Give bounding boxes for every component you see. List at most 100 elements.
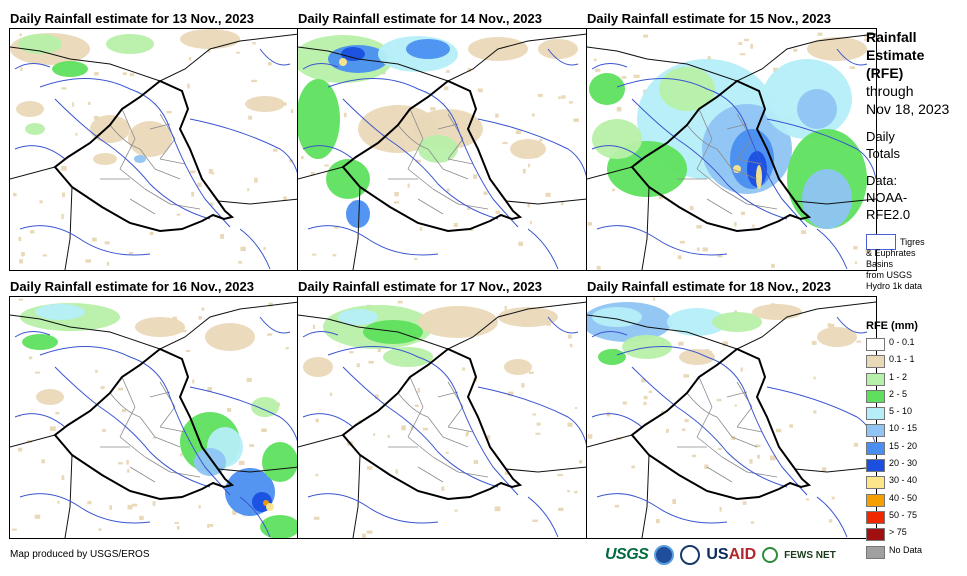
basin-boundary (302, 63, 339, 70)
rain-area (18, 34, 62, 54)
basin-boundary (327, 346, 519, 496)
rain-speckle (61, 475, 65, 480)
province-boundary (159, 138, 176, 160)
rain-speckle (238, 460, 245, 466)
rain-speckle (126, 459, 129, 465)
country-border (587, 46, 738, 82)
rain-area (752, 304, 802, 320)
province-boundary (129, 466, 156, 483)
rain-speckle (189, 170, 196, 174)
rain-speckle (684, 419, 689, 423)
rain-speckle (251, 79, 258, 83)
rain-speckle (415, 404, 419, 407)
rain-speckle (595, 68, 601, 72)
province-boundary (746, 203, 778, 210)
rain-speckle (394, 192, 399, 197)
rain-speckle (42, 254, 47, 257)
daily-label: Daily (866, 129, 895, 144)
rain-speckle (283, 196, 287, 201)
rain-speckle (738, 42, 743, 45)
basin-boundary (766, 118, 876, 180)
country-border (217, 466, 299, 473)
rain-speckle (821, 467, 827, 472)
basin-boundary (816, 228, 848, 270)
province-boundary (169, 203, 201, 210)
rain-speckle (20, 67, 23, 71)
rain-speckle (13, 192, 17, 197)
rain-speckle (207, 524, 210, 529)
rain-speckle (677, 255, 682, 260)
rain-speckle (707, 56, 711, 61)
iraq-border (341, 79, 523, 233)
rain-speckle (752, 224, 755, 228)
basin-boundary (19, 493, 151, 524)
province-boundary (686, 392, 718, 418)
province-boundary (144, 456, 171, 473)
rain-speckle (139, 515, 144, 521)
rain-speckle (477, 88, 483, 93)
rain-area (346, 200, 370, 228)
province-boundary (457, 203, 489, 210)
rain-area (341, 47, 365, 61)
basin-legend: Tigres & Euphrates Basins from USGS Hydr… (866, 237, 962, 292)
province-boundary (159, 158, 186, 165)
legend-swatch (866, 372, 885, 386)
rain-speckle (422, 427, 428, 431)
rain-speckle (453, 223, 458, 227)
rain-speckle (368, 360, 374, 364)
country-border (10, 314, 161, 350)
rain-speckle (324, 164, 329, 167)
title-line-1: Rainfall (866, 29, 917, 45)
rain-speckle (653, 297, 656, 301)
rain-speckle (741, 211, 745, 215)
legend-label: 0.1 - 1 (889, 354, 915, 365)
basin-boundary (766, 386, 876, 448)
through-date: Nov 18, 2023 (866, 101, 950, 117)
rain-speckle (596, 265, 601, 270)
rain-area (504, 359, 532, 375)
rain-area (245, 96, 285, 112)
basin-boundary (39, 78, 231, 228)
rain-speckle (744, 38, 749, 42)
rain-speckle (30, 230, 35, 234)
province-boundary (119, 138, 136, 170)
province-boundary (144, 188, 171, 205)
province-boundary (746, 471, 778, 478)
rain-speckle (612, 188, 616, 192)
rain-speckle (413, 257, 418, 260)
rain-area (338, 309, 378, 325)
rain-speckle (561, 95, 566, 99)
rain-speckle (248, 115, 252, 120)
basin-boundary (54, 98, 211, 220)
province-boundary (736, 406, 753, 428)
rain-speckle (817, 32, 823, 36)
rain-speckle (373, 433, 376, 436)
country-border (587, 434, 633, 448)
rain-speckle (92, 237, 97, 242)
rain-speckle (94, 72, 99, 76)
country-border (10, 46, 161, 82)
rain-speckle (441, 486, 445, 491)
rain-speckle (528, 371, 534, 374)
country-border (298, 46, 449, 82)
rain-speckle (18, 236, 22, 242)
legend-label: 40 - 50 (889, 492, 918, 503)
rainfall-map-15 (586, 28, 877, 271)
rain-speckle (377, 347, 381, 353)
country-border (298, 434, 344, 448)
basin-boundary (259, 48, 291, 66)
basin-line-2: & Euphrates (866, 248, 916, 258)
rain-speckle (401, 425, 406, 431)
province-boundary (726, 123, 748, 130)
rain-speckle (332, 254, 337, 257)
country-border (447, 33, 587, 82)
province-boundary (139, 148, 156, 170)
rain-speckle (109, 505, 112, 510)
rain-speckle (454, 509, 458, 512)
map-svg (298, 300, 587, 538)
rain-speckle (443, 86, 449, 91)
rain-speckle (232, 510, 237, 515)
rain-speckle (769, 455, 776, 461)
basin-boundary (54, 366, 211, 488)
data-noaa: NOAA- (866, 190, 908, 205)
